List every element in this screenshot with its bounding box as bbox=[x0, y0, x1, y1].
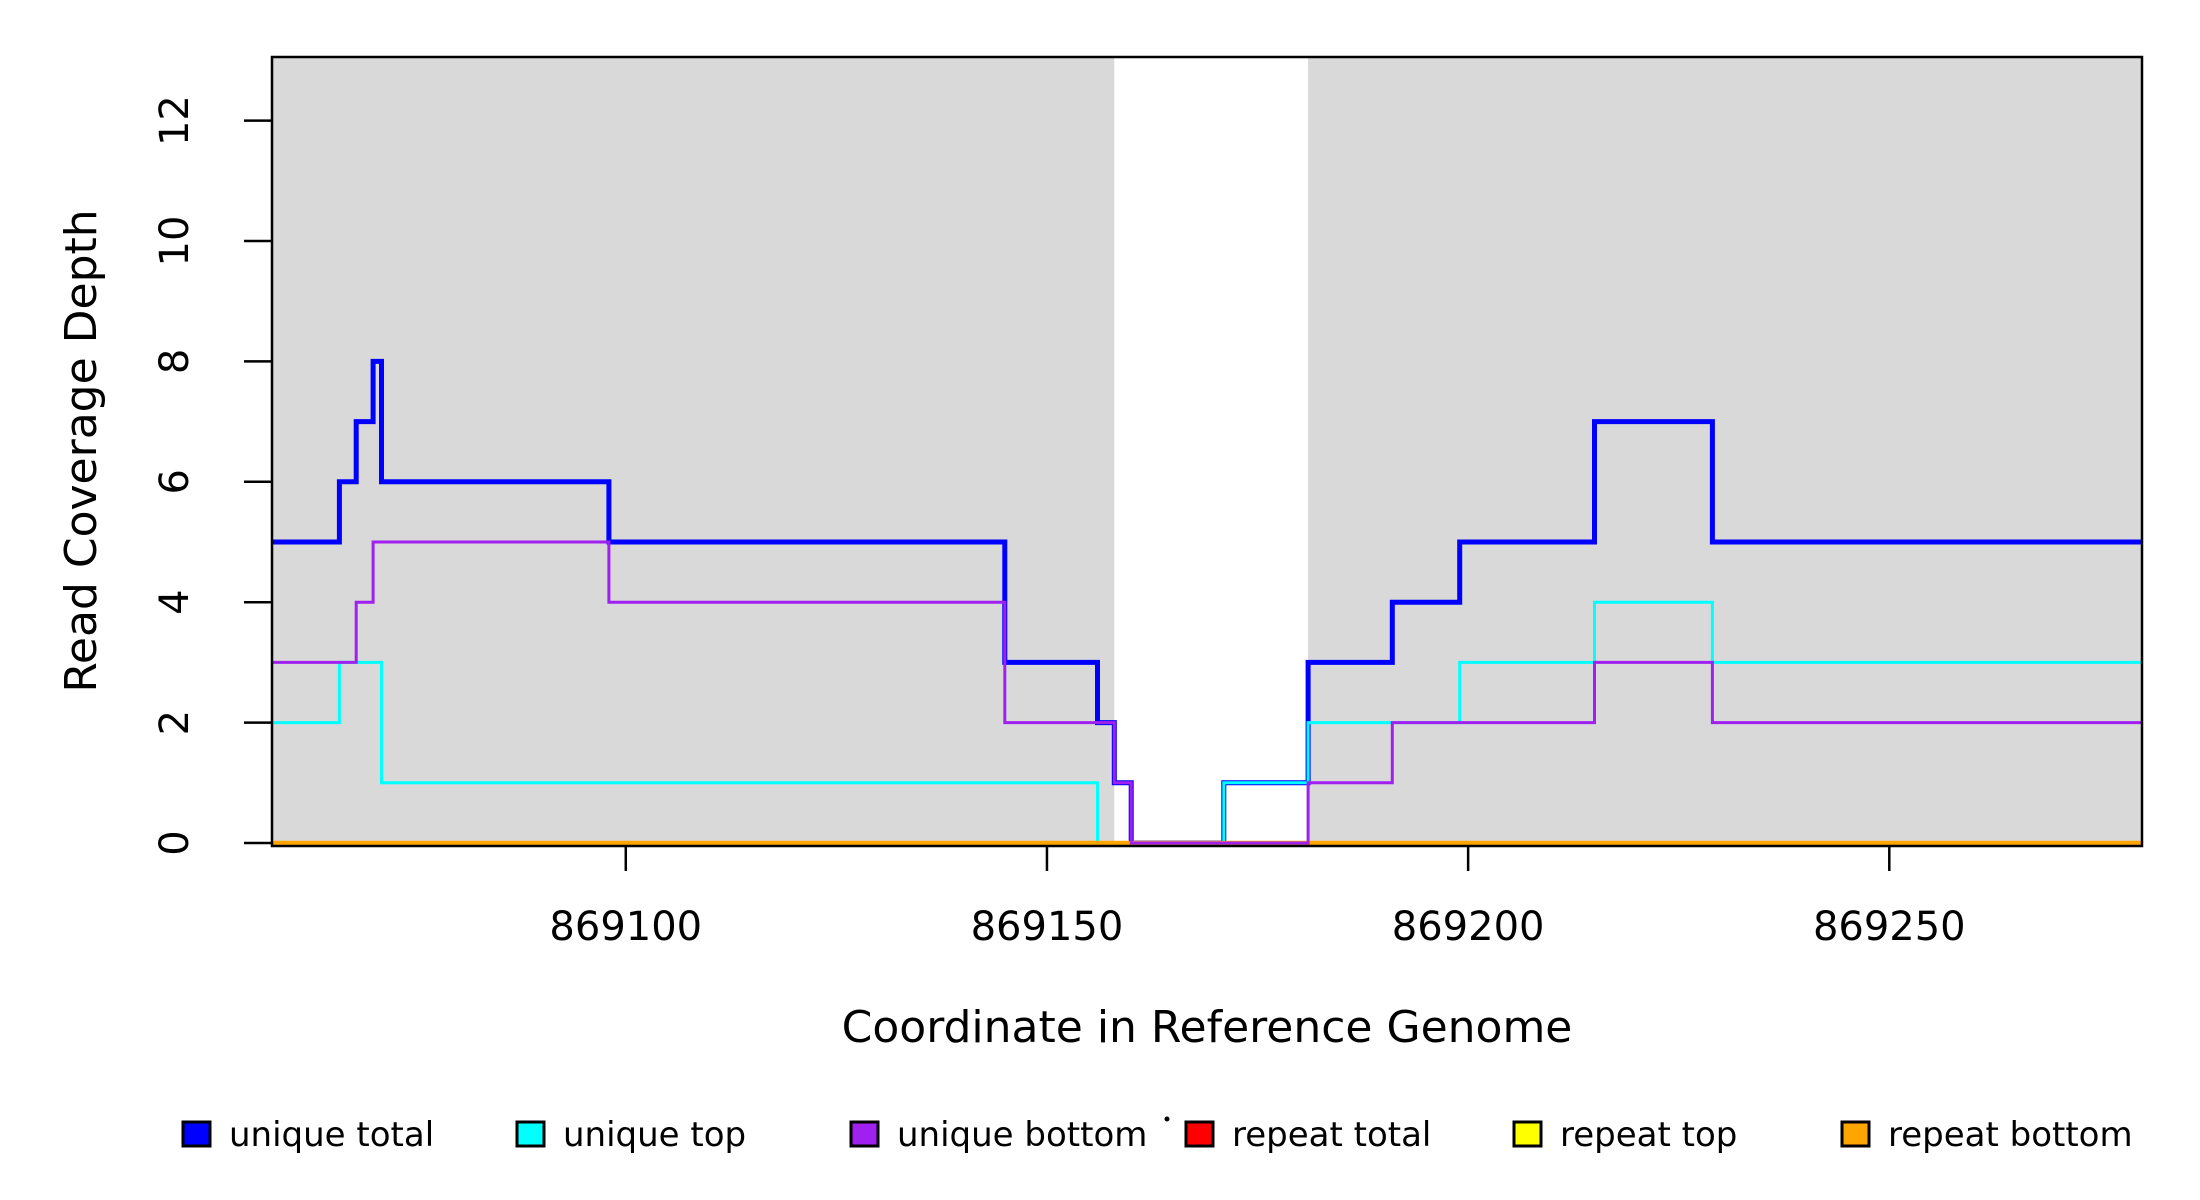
x-tick-label: 869200 bbox=[1392, 904, 1545, 950]
y-axis-title: Read Coverage Depth bbox=[56, 209, 107, 692]
legend-label: repeat bottom bbox=[1888, 1115, 2133, 1155]
legend-swatch-unique-top bbox=[515, 1120, 546, 1148]
y-tick-label: 10 bbox=[152, 216, 198, 267]
y-axis: 0 2 4 6 8 10 12 bbox=[152, 95, 272, 856]
legend-label: unique bottom bbox=[897, 1115, 1147, 1155]
plot-border-box bbox=[270, 55, 2144, 848]
legend-label: unique total bbox=[229, 1115, 434, 1155]
legend-label: unique top bbox=[563, 1115, 746, 1155]
legend-swatch-unique-bottom bbox=[849, 1120, 880, 1148]
legend: unique total unique top unique bottom repea… bbox=[181, 1115, 2133, 1155]
legend-swatch-unique-total bbox=[181, 1120, 212, 1148]
coverage-step-lines bbox=[272, 358, 2142, 846]
legend-swatch-repeat-total bbox=[1184, 1120, 1215, 1148]
series-unique-bottom bbox=[272, 540, 2142, 845]
x-tick-label: 869250 bbox=[1813, 904, 1966, 950]
repeat-region-right bbox=[1308, 57, 2142, 846]
x-tick-label: 869150 bbox=[971, 904, 1124, 950]
y-tick-label: 6 bbox=[152, 469, 198, 494]
legend-swatch-repeat-bottom bbox=[1840, 1120, 1871, 1148]
series-unique-top bbox=[272, 600, 2142, 845]
y-tick-label: 2 bbox=[152, 710, 198, 735]
legend-label: repeat top bbox=[1560, 1115, 1737, 1155]
legend-label: repeat total bbox=[1232, 1115, 1431, 1155]
y-tick-label: 0 bbox=[152, 830, 198, 855]
non-repeat-gap bbox=[1114, 57, 1309, 846]
legend-stray-dot bbox=[1164, 1116, 1170, 1122]
background-regions bbox=[272, 57, 2142, 846]
x-tick-label: 869100 bbox=[549, 904, 702, 950]
y-tick-label: 8 bbox=[152, 349, 198, 374]
y-tick-label: 4 bbox=[152, 589, 198, 614]
x-axis-title: Coordinate in Reference Genome bbox=[842, 1002, 1573, 1053]
repeat-region-left bbox=[272, 57, 1115, 846]
y-tick-label: 12 bbox=[152, 95, 198, 146]
x-axis: 869100 869150 869200 869250 bbox=[549, 846, 1966, 950]
legend-swatch-repeat-top bbox=[1512, 1120, 1543, 1148]
